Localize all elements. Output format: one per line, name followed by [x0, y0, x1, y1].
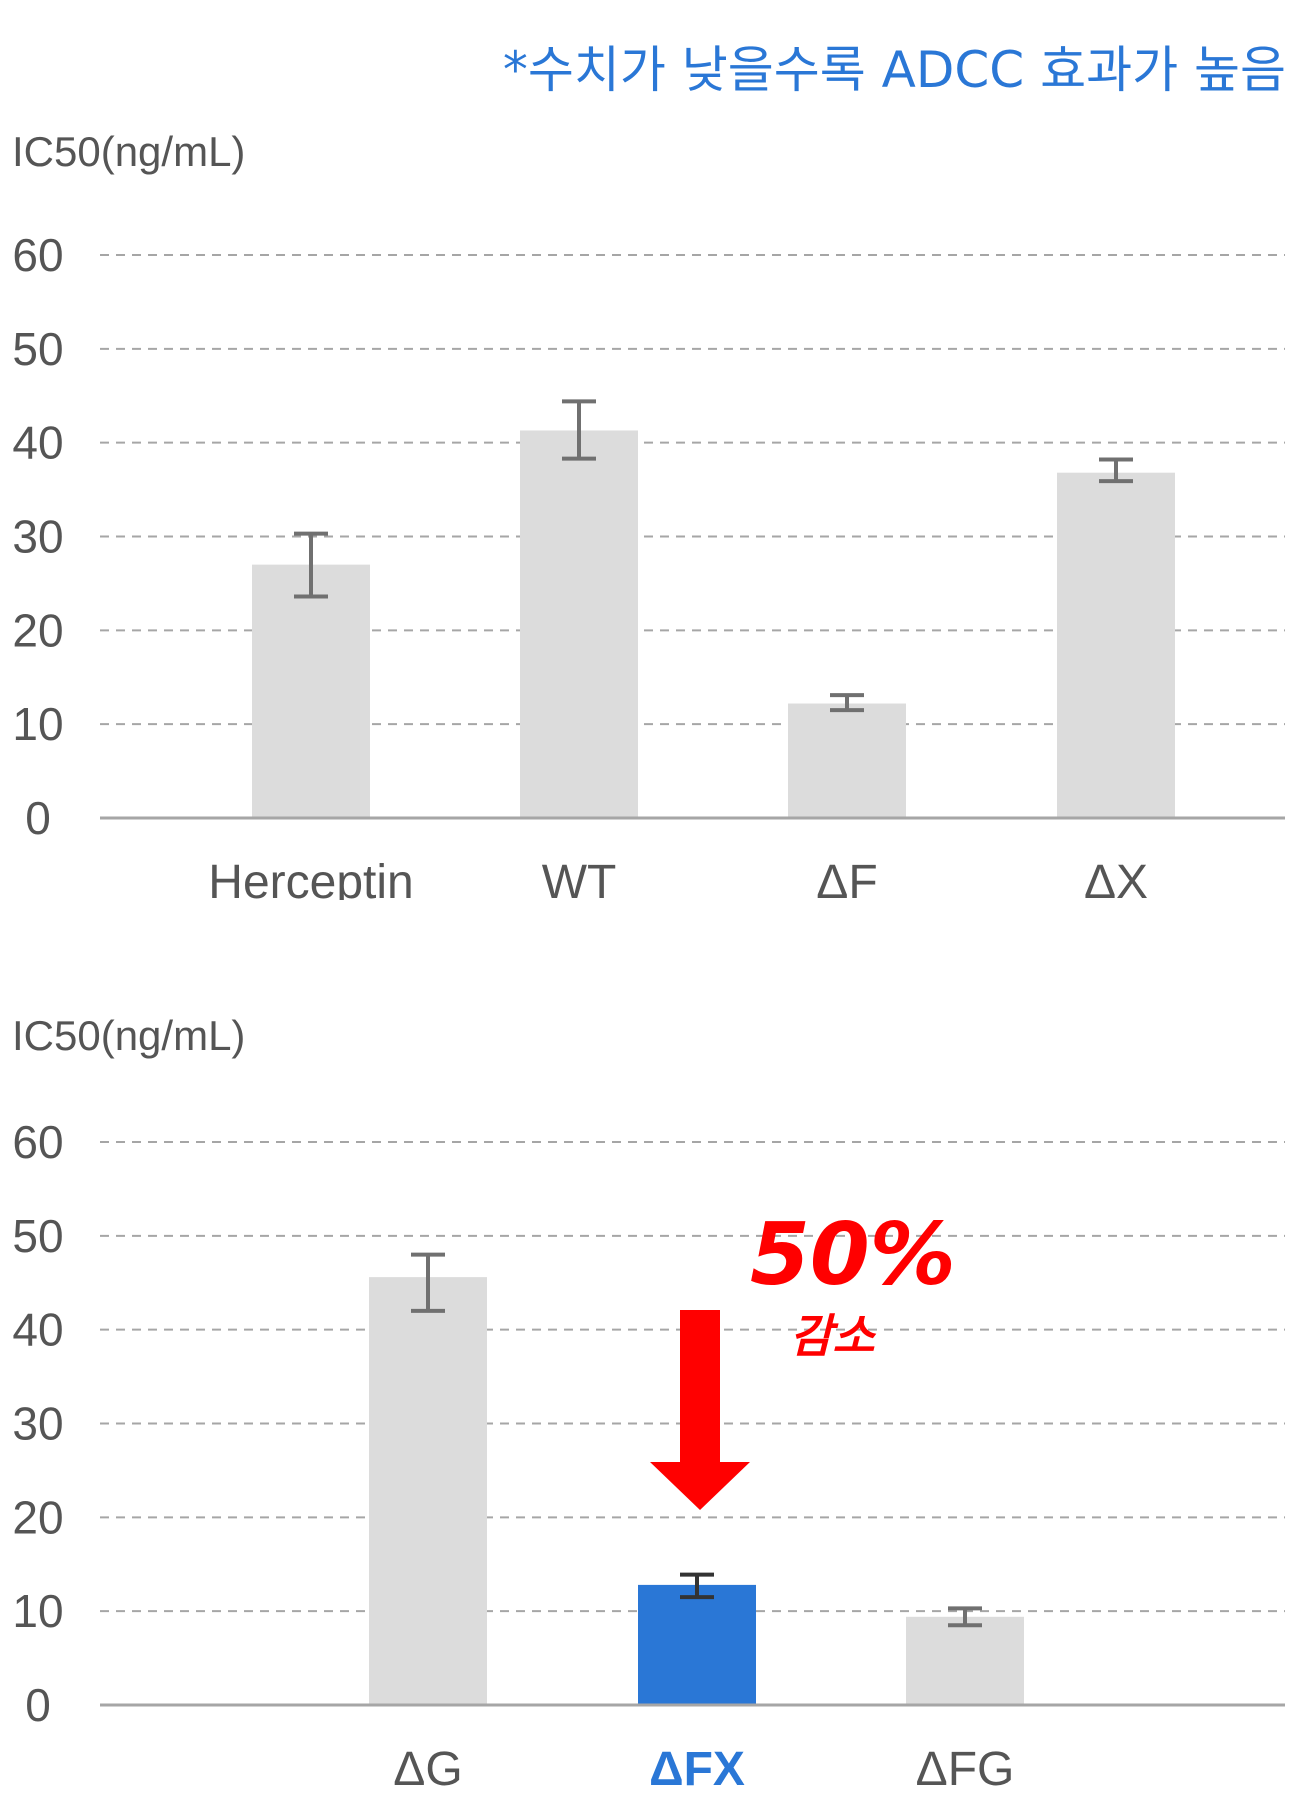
- bar: [788, 703, 906, 818]
- bar: [252, 564, 370, 818]
- y-axis-label-top: IC50(ng/mL): [12, 128, 246, 175]
- y-tick-label: 20: [12, 1491, 63, 1543]
- y-tick-label: 0: [25, 792, 51, 844]
- decrease-arrow-icon: [650, 1310, 750, 1510]
- y-tick-label: 60: [12, 229, 63, 281]
- ic50-bar-chart-top: 0 10 20 30 40 50 60 Herceptin WT ΔF ΔX: [12, 229, 1285, 900]
- x-category-label: Herceptin: [208, 856, 413, 900]
- ic50-bar-chart-bottom: 0 10 20 30 40 50 60 ΔG ΔFX ΔFG: [12, 1116, 1285, 1796]
- y-tick-label: 40: [12, 1304, 63, 1356]
- y-tick-label: 0: [25, 1679, 51, 1731]
- x-category-label: ΔFX: [649, 1743, 745, 1796]
- reduction-percent: 50%: [750, 1205, 956, 1305]
- bar: [638, 1584, 756, 1705]
- y-tick-label: 30: [12, 1398, 63, 1450]
- bar: [1057, 472, 1175, 818]
- reduction-label: 감소: [790, 1309, 875, 1363]
- x-category-label: WT: [542, 856, 617, 900]
- bar: [906, 1616, 1024, 1705]
- y-tick-label: 30: [12, 511, 63, 563]
- chart-note: *수치가 낮을수록 ADCC 효과가 높음: [502, 41, 1286, 99]
- y-tick-label: 40: [12, 417, 63, 469]
- y-tick-label: 50: [12, 323, 63, 375]
- x-category-label: ΔX: [1084, 856, 1148, 900]
- y-tick-label: 60: [12, 1116, 63, 1168]
- y-tick-label: 20: [12, 604, 63, 656]
- x-category-label: ΔFG: [916, 1743, 1015, 1796]
- y-tick-label: 50: [12, 1210, 63, 1262]
- y-tick-label: 10: [12, 1585, 63, 1637]
- x-category-label: ΔF: [816, 856, 877, 900]
- x-category-label: ΔG: [393, 1743, 462, 1796]
- y-tick-label: 10: [12, 698, 63, 750]
- bar: [520, 430, 638, 818]
- bar: [369, 1277, 487, 1705]
- y-axis-label-bottom: IC50(ng/mL): [12, 1012, 246, 1059]
